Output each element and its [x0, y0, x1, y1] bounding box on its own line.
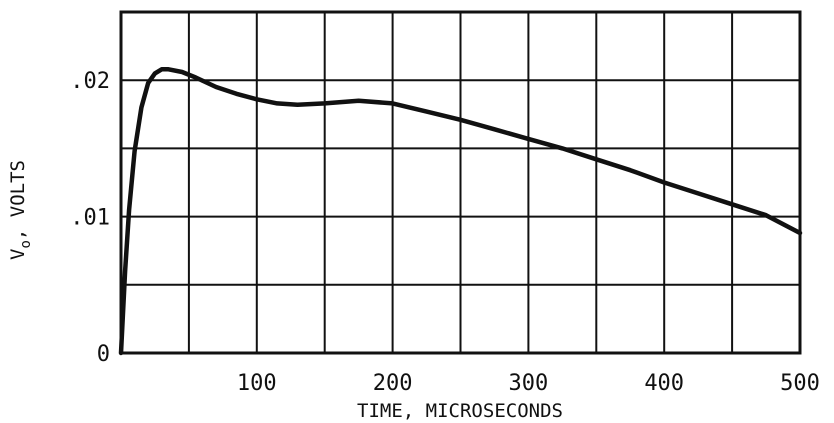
- plot-frame: [119, 10, 802, 355]
- x-tick-label: 200: [373, 371, 413, 396]
- y-axis-label-subscript: o: [18, 240, 34, 248]
- y-tick-label: .01: [70, 206, 110, 231]
- x-axis-label: TIME, MICROSECONDS: [357, 400, 563, 422]
- y-axis-label: Vo, VOLTS: [7, 160, 34, 260]
- x-tick-label: 100: [237, 371, 277, 396]
- grid: [121, 12, 800, 353]
- x-tick-label: 300: [509, 371, 549, 396]
- y-tick-label: 0: [97, 342, 110, 367]
- y-tick-label: .02: [70, 69, 110, 94]
- y-axis-label-main: V: [7, 249, 29, 260]
- y-tick-labels: 0 .01 .02: [70, 69, 110, 367]
- x-tick-labels: 100 200 300 400 500: [237, 371, 820, 396]
- y-axis-label-rest: , VOLTS: [7, 160, 29, 240]
- series-line-0: [118, 67, 803, 356]
- x-tick-label: 400: [644, 371, 684, 396]
- x-tick-label: 500: [780, 371, 820, 396]
- series-layer: [118, 67, 803, 356]
